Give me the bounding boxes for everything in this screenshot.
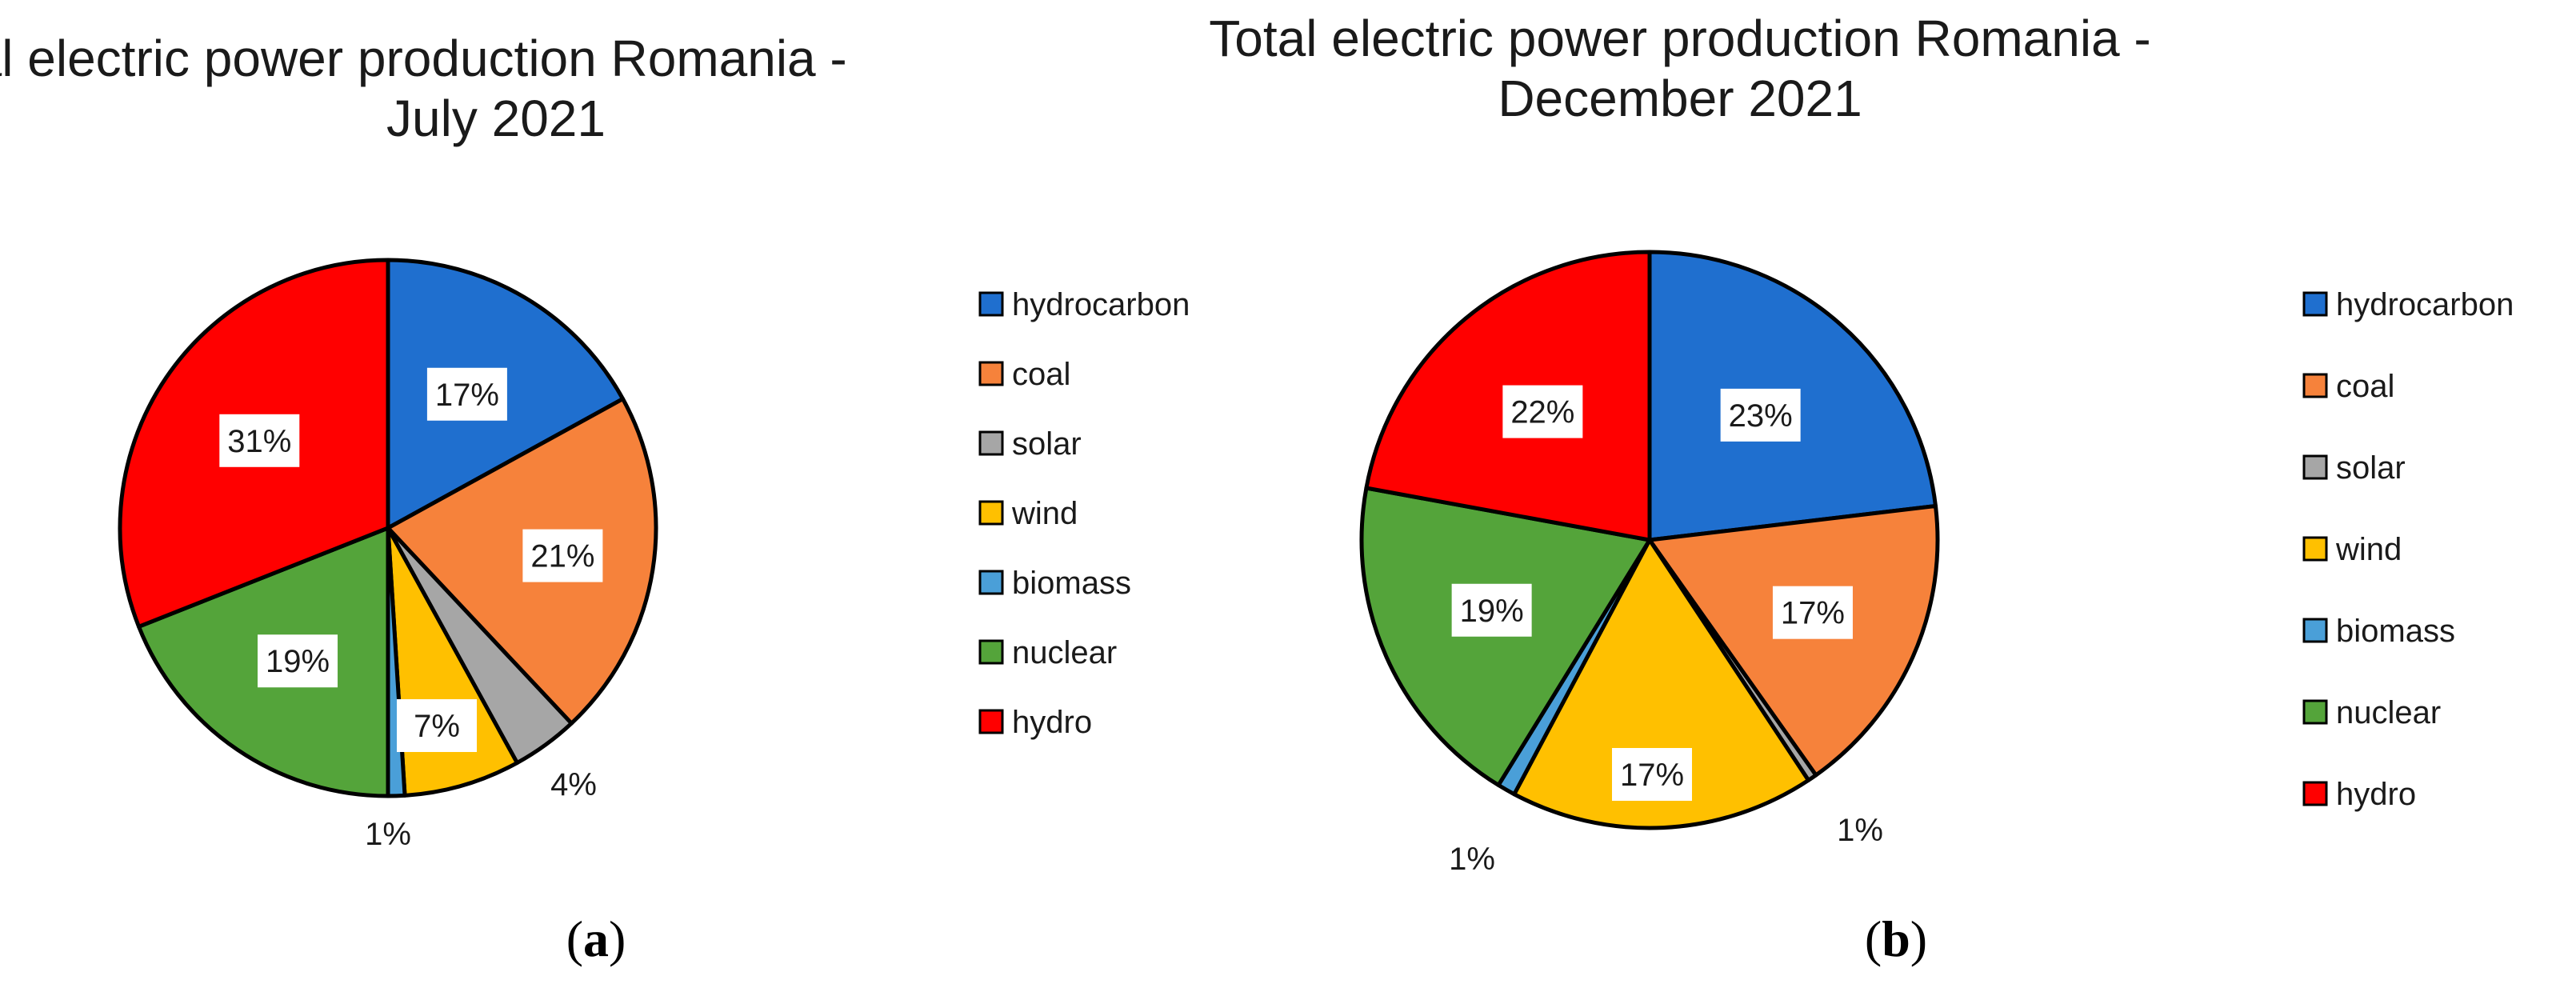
pie-chart-b: 23% 17% 17% 1% 19% 22% 1%: [1359, 250, 1940, 877]
data-label-box: [1612, 748, 1692, 801]
data-label-box: [1720, 388, 1801, 442]
legend-swatch: [2302, 373, 2328, 398]
data-label-box: [258, 634, 338, 688]
data-label-box: [219, 414, 300, 467]
data-label-extra: 1%: [1837, 813, 1883, 848]
legend-swatch: [2302, 781, 2328, 806]
legend-item-nuclear: nuclear: [2302, 695, 2441, 730]
legend-item-solar: solar: [2302, 450, 2406, 486]
legend-item-biomass: biomass: [978, 566, 1131, 601]
data-label-text: 17%: [1620, 758, 1684, 793]
legend-item-hydro: hydro: [2302, 777, 2416, 812]
data-label-box: [397, 699, 477, 752]
data-label-text: 1%: [365, 817, 411, 852]
data-label-hydro: 22%: [1502, 385, 1583, 438]
data-label-solar: 4%: [550, 767, 597, 802]
legend-label: coal: [2336, 369, 2394, 404]
data-label-box: [522, 529, 603, 582]
legend-item-nuclear: nuclear: [978, 635, 1117, 670]
legend-label: wind: [2335, 532, 2402, 567]
data-label-text: 1%: [1449, 842, 1495, 877]
legend-item-hydrocarbon: hydrocarbon: [2302, 287, 2514, 322]
data-label-text: 17%: [1781, 596, 1845, 631]
pie-slice-coal: [386, 397, 658, 726]
data-label-text: 19%: [266, 644, 330, 679]
legend-label: coal: [1012, 357, 1070, 392]
data-label-box: [1451, 583, 1532, 637]
data-label-hydrocarbon: 17%: [426, 367, 507, 421]
chart-b-title-line-2: December 2021: [1498, 70, 1862, 127]
legend-swatch: [978, 430, 1004, 456]
legend-item-hydrocarbon: hydrocarbon: [978, 287, 1190, 322]
legend-label: hydro: [2336, 777, 2416, 812]
legend-a: hydrocarbon coal solar wind biomass nuclear hy…: [978, 287, 1190, 740]
legend-swatch: [2302, 618, 2328, 643]
data-label-nuclear: 19%: [1451, 583, 1532, 637]
data-label-text: 7%: [414, 709, 460, 744]
legend-swatch: [978, 361, 1004, 386]
data-label-box: [426, 367, 507, 421]
legend-label: biomass: [2336, 614, 2455, 649]
data-label-text: 4%: [550, 767, 597, 802]
data-label-hydrocarbon: 23%: [1720, 388, 1801, 442]
chart-a-title-line-2: July 2021: [386, 90, 606, 147]
legend-item-solar: solar: [978, 426, 1082, 462]
data-label-text: 19%: [1460, 594, 1524, 629]
pie-slice-wind: [1512, 538, 1811, 830]
legend-label: hydro: [1012, 705, 1092, 740]
data-label-wind: 17%: [1612, 748, 1692, 801]
legend-item-wind: wind: [2302, 532, 2402, 567]
legend-item-hydro: hydro: [978, 705, 1092, 740]
data-label-box: [1502, 385, 1583, 438]
pie-chart-a: 17% 21% 4% 7% 1% 19% 31%: [118, 258, 658, 852]
legend-swatch: [2302, 454, 2328, 480]
legend-swatch: [978, 639, 1004, 665]
data-label-wind: 7%: [397, 699, 477, 752]
data-label-text: 31%: [227, 424, 291, 459]
legend-label: nuclear: [1012, 635, 1117, 670]
data-label-text: 23%: [1729, 398, 1793, 434]
data-label-hydro: 31%: [219, 414, 300, 467]
panel-b: Total electric power production Romania …: [1209, 10, 2514, 967]
data-label-nuclear: 19%: [258, 634, 338, 688]
data-label-text: 22%: [1510, 395, 1574, 430]
legend-swatch: [2302, 536, 2328, 562]
legend-label: solar: [2336, 450, 2406, 486]
data-label-coal: 17%: [1772, 586, 1853, 639]
data-label-coal: 21%: [522, 529, 603, 582]
chart-a-title-line-1: Total electric power production Romania …: [0, 30, 847, 87]
legend-label: hydrocarbon: [1012, 287, 1190, 322]
legend-swatch: [978, 500, 1004, 526]
panel-label-b: (b): [1865, 910, 1927, 967]
legend-item-biomass: biomass: [2302, 614, 2455, 649]
legend-b: hydrocarbon coal solar wind biomass nuclear hy…: [2302, 287, 2514, 812]
legend-label: biomass: [1012, 566, 1131, 601]
data-label-biomass: 1%: [1449, 842, 1495, 877]
legend-label: wind: [1011, 496, 1078, 531]
data-label-biomass: 1%: [365, 817, 411, 852]
legend-swatch: [2302, 291, 2328, 317]
legend-item-coal: coal: [978, 357, 1070, 392]
legend-label: hydrocarbon: [2336, 287, 2514, 322]
pie-slice-coal: [1647, 503, 1940, 778]
legend-swatch: [978, 570, 1004, 595]
data-label-text: 21%: [530, 539, 594, 574]
legend-label: solar: [1012, 426, 1082, 462]
legend-item-coal: coal: [2302, 369, 2394, 404]
legend-swatch: [978, 709, 1004, 734]
chart-b-title-line-1: Total electric power production Romania …: [1209, 10, 2150, 67]
legend-swatch: [2302, 699, 2328, 725]
legend-label: nuclear: [2336, 695, 2441, 730]
legend-item-wind: wind: [978, 496, 1078, 531]
data-label-text: 17%: [435, 378, 499, 413]
panel-a: Total electric power production Romania …: [0, 30, 1190, 967]
panel-label-a: (a): [566, 910, 626, 967]
data-label-box: [1772, 586, 1853, 639]
legend-swatch: [978, 291, 1004, 317]
